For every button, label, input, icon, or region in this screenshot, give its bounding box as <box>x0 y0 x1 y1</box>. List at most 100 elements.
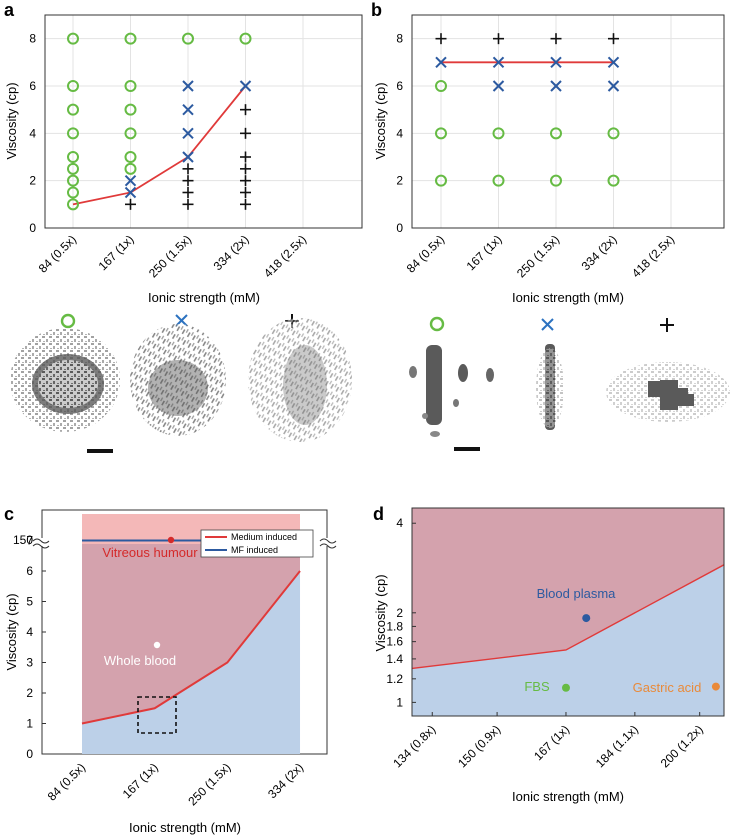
circle-point <box>435 80 447 92</box>
chart-b-ylabel: Viscosity (cp) <box>373 82 388 159</box>
chart-d-ylabel: Viscosity (cp) <box>373 574 388 651</box>
y-tick-label: 5 <box>26 595 33 609</box>
x-tick-label: 200 (1.2x) <box>658 722 706 770</box>
plus-point <box>240 104 251 116</box>
x-tick-label: 250 (1.5x) <box>514 232 562 280</box>
gastric-acid-point <box>711 682 720 691</box>
y-tick-label: 1.2 <box>386 672 403 686</box>
plus-point <box>182 187 194 198</box>
y-tick-label: 6 <box>26 564 33 578</box>
chart-d: 1 1.2 1.4 1.6 1.82 4 134 (0.8x) 150 (0.9x) 167 (… <box>373 507 725 804</box>
y-tick-label: 3 <box>26 656 33 670</box>
micrograph-circle-sample <box>10 328 120 432</box>
x-tick-label: 334 (2x) <box>579 232 620 273</box>
y-tick-label: 8 <box>396 32 403 46</box>
plus-point <box>182 198 194 210</box>
vitreous-humour-label: Vitreous humour <box>102 545 198 560</box>
y-tick-label: 8 <box>29 32 36 46</box>
plus-point <box>240 163 251 175</box>
chart-b-frame <box>411 14 725 229</box>
cross-point <box>124 186 137 199</box>
circle-point <box>124 32 137 45</box>
cross-point <box>492 80 505 92</box>
panel-label-b: b <box>371 0 382 20</box>
chart-b: 0 2 4 6 8 84 (0.5x) 167 (1x) 250 (1.5x) 334 (2x… <box>373 14 725 305</box>
chart-a: 0 2 4 6 8 84 (0.5x) 167 (1x) 250 (1.5x) 334 (2x… <box>4 14 363 305</box>
plus-point <box>182 175 194 187</box>
circle-point <box>124 103 137 116</box>
micro-left-circle-marker <box>60 313 76 329</box>
gastric-acid-label: Gastric acid <box>633 680 702 695</box>
plus-point <box>608 33 619 45</box>
whole-blood-label: Whole blood <box>104 653 176 668</box>
chart-a-frame <box>44 14 363 229</box>
circle-point <box>67 103 79 116</box>
plus-point <box>125 198 136 210</box>
cross-point <box>124 174 137 187</box>
y-tick-label: 4 <box>29 126 36 140</box>
fbs-label: FBS <box>524 679 550 694</box>
cross-point <box>607 56 620 69</box>
cross-point <box>550 80 562 92</box>
circle-point <box>67 127 79 140</box>
y-tick-label: 2 <box>396 174 403 188</box>
x-tick-label: 167 (1x) <box>531 722 572 763</box>
legend-medium-label: Medium induced <box>231 532 297 542</box>
scale-bar-right <box>454 447 480 451</box>
plus-point <box>493 33 504 45</box>
panel-label-d: d <box>373 504 384 524</box>
vitreous-humour-point <box>167 536 175 544</box>
x-tick-label: 167 (1x) <box>464 232 505 273</box>
blood-plasma-label: Blood plasma <box>537 586 617 601</box>
micrograph-cross-sample <box>130 324 226 436</box>
micrographs-right <box>409 316 730 451</box>
micro-right-plus-marker <box>660 318 674 332</box>
x-tick-label: 84 (0.5x) <box>404 232 447 275</box>
cross-point <box>492 56 505 69</box>
y-tick-label: 150 <box>13 533 33 547</box>
cross-point <box>239 80 252 92</box>
legend-c: Medium induced MF induced <box>200 529 314 558</box>
micrograph-cross-sample-b <box>536 344 564 430</box>
whole-blood-point <box>153 641 161 649</box>
cross-point <box>182 151 194 163</box>
circle-point <box>67 162 79 175</box>
chart-c-ylabel: Viscosity (cp) <box>4 593 19 670</box>
x-tick-label: 184 (1.1x) <box>593 722 641 770</box>
legend-mf-label: MF induced <box>231 545 278 555</box>
circle-point <box>67 151 79 163</box>
micrograph-circle-sample-b <box>409 345 494 437</box>
y-tick-label: 6 <box>29 79 36 93</box>
y-tick-label: 2 <box>29 174 36 188</box>
circle-point <box>67 80 79 92</box>
circle-point <box>492 127 505 140</box>
x-tick-label: 418 (2.5x) <box>261 232 309 280</box>
circle-point <box>67 186 79 199</box>
x-tick-label: 334 (2x) <box>265 760 306 801</box>
plus-point <box>240 175 251 187</box>
x-tick-label: 250 (1.5x) <box>185 760 233 808</box>
circle-point <box>124 151 137 163</box>
circle-point <box>124 127 137 140</box>
highlight-box <box>137 696 177 734</box>
x-tick-label: 150 (0.9x) <box>455 722 503 770</box>
scale-bar-left <box>87 449 113 453</box>
micrograph-plus-sample <box>248 318 352 442</box>
cross-point <box>182 80 194 92</box>
circle-point <box>607 174 620 187</box>
y-tick-label: 1 <box>396 695 403 709</box>
circle-point <box>435 174 447 187</box>
circle-point <box>550 127 562 140</box>
chart-d-frame <box>411 507 725 717</box>
boundary-line-d <box>412 564 724 670</box>
x-tick-label: 418 (2.5x) <box>629 232 677 280</box>
micrographs-left <box>10 313 352 453</box>
panel-label-c: c <box>4 504 14 524</box>
plus-point <box>240 151 251 163</box>
y-tick-label: 4 <box>396 516 403 530</box>
x-tick-label: 250 (1.5x) <box>146 232 194 280</box>
circle-point <box>182 32 194 45</box>
circle-point <box>124 162 137 175</box>
chart-c-xlabel: Ionic strength (mM) <box>129 820 241 835</box>
y-tick-label: 2 <box>396 606 403 620</box>
